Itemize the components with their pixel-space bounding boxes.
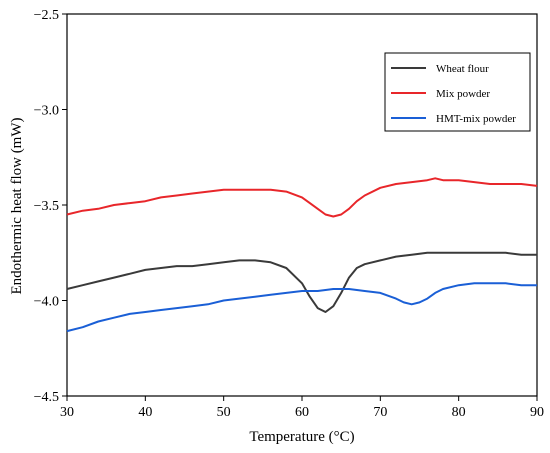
- x-tick-label: 30: [60, 405, 74, 420]
- legend-item-wheat-flour: Wheat flour: [391, 63, 489, 75]
- x-tick-label: 50: [217, 405, 231, 420]
- legend-label-wheat-flour: Wheat flour: [436, 63, 489, 75]
- x-tick-label: 40: [138, 405, 152, 420]
- legend-label-hmt-mix-powder: HMT-mix powder: [436, 113, 516, 125]
- x-tick-label: 80: [452, 405, 466, 420]
- x-tick-label: 60: [295, 405, 309, 420]
- y-tick-label: −3.5: [34, 199, 59, 214]
- y-tick-label: −4.5: [34, 390, 59, 405]
- legend-item-mix-powder: Mix powder: [391, 88, 490, 100]
- legend-label-mix-powder: Mix powder: [436, 88, 490, 100]
- legend: Wheat flour Mix powder HMT-mix powder: [384, 52, 531, 132]
- series-layer: [66, 177, 538, 333]
- series-line-hmt-mix-powder: [66, 282, 537, 333]
- legend-item-hmt-mix-powder: HMT-mix powder: [391, 113, 516, 125]
- x-tick-label: 70: [373, 405, 387, 420]
- y-tick-label: −2.5: [34, 8, 59, 23]
- x-tick-label: 90: [530, 405, 544, 420]
- y-axis-ticks: −4.5 −4.0 −3.5 −3.0 −2.5: [34, 8, 67, 405]
- y-tick-label: −4.0: [34, 295, 59, 310]
- x-axis-title: Temperature (°C): [249, 429, 354, 445]
- x-axis-ticks: 30 40 50 60 70 80 90: [60, 396, 544, 420]
- series-line-wheat-flour: [66, 251, 537, 313]
- y-tick-label: −3.0: [34, 104, 59, 119]
- series-line-mix-powder: [66, 177, 538, 218]
- y-axis-title: Endothermic heat flow (mW): [9, 117, 25, 294]
